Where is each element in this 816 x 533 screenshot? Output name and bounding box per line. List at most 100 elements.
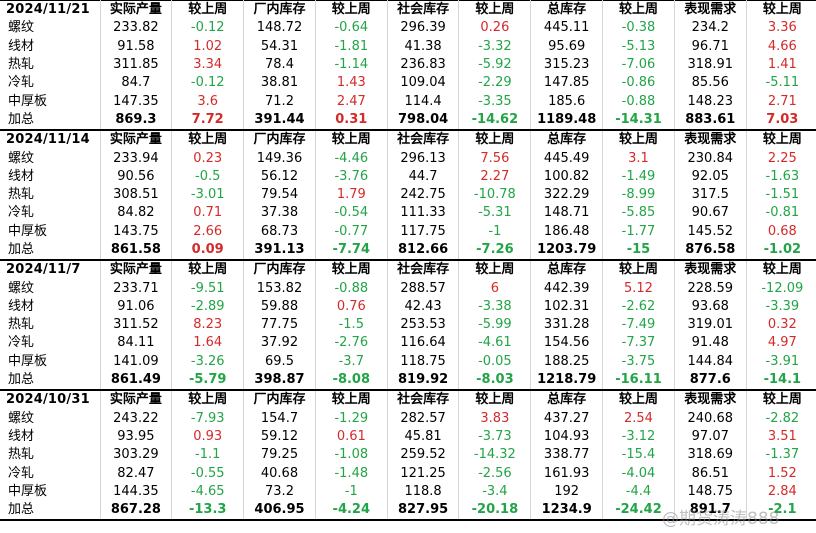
row-label: 中厚板: [0, 352, 101, 371]
change-cell: -9.51: [171, 279, 245, 298]
row-label: 线材: [0, 37, 101, 56]
block-header-row: 2024/11/21 实际产量 较上周 厂内库存 较上周 社会库存 较上周 总库存 较上周 表现需…: [0, 0, 816, 20]
change-cell: -1: [458, 222, 532, 241]
column-header: 表现需求: [674, 260, 747, 280]
change-cell: -1.63: [765, 168, 800, 184]
column-header: 较上周: [171, 390, 245, 410]
column-header: 表现需求: [674, 390, 747, 410]
value-cell: 111.33: [387, 204, 460, 223]
change-cell: -20.18: [458, 501, 532, 522]
value-cell: 148.23: [674, 92, 747, 111]
change-cell: -7.06: [602, 55, 675, 75]
row-label: 中厚板: [0, 482, 101, 502]
change-cell: -5.13: [602, 37, 675, 56]
value-cell: 296.39: [387, 19, 460, 38]
change-cell: -12.09: [761, 280, 804, 296]
row-label: 线材: [0, 167, 101, 186]
value-cell: 37.38: [243, 204, 316, 223]
value-cell: 230.84: [674, 149, 747, 168]
change-cell: -2.56: [458, 464, 532, 483]
value-cell: 68.73: [243, 222, 316, 241]
change-cell: -3.75: [602, 352, 675, 371]
table-row: 螺纹 233.82 -0.12 148.72 -0.64 296.39 0.26 445.11…: [0, 19, 816, 38]
change-cell: 2.54: [602, 409, 675, 428]
table-row: 中厚板 141.09 -3.26 69.5 -3.7 118.75 -0.05 188.25-…: [0, 352, 816, 371]
block-date: 2024/10/31: [0, 390, 101, 410]
change-cell: -3.76: [315, 167, 388, 186]
value-cell: 1203.79: [530, 240, 604, 262]
change-cell: 1.43: [315, 74, 388, 93]
change-cell: 2.47: [315, 92, 388, 111]
value-cell: 876.58: [674, 240, 747, 262]
total-row: 加总 867.28 -13.3 406.95 -4.24 827.95 -20.18 1234…: [0, 501, 816, 522]
value-cell: 311.52: [100, 316, 173, 335]
row-label: 冷轧: [0, 334, 101, 353]
change-cell: -3.38: [458, 297, 532, 317]
value-cell: 154.7: [243, 409, 316, 428]
change-cell: -0.81: [765, 205, 800, 221]
column-header: 较上周: [315, 130, 388, 150]
value-cell: 41.38: [387, 37, 460, 56]
change-cell: 5.12: [602, 279, 675, 298]
column-header: 总库存: [530, 390, 604, 410]
value-cell: 90.67: [674, 204, 747, 223]
change-cell: 0.71: [171, 204, 245, 223]
value-cell: 303.29: [100, 446, 173, 465]
change-cell: -2.76: [315, 334, 388, 353]
value-cell: 91.58: [100, 37, 173, 56]
change-cell: -0.05: [458, 352, 532, 371]
change-cell: 2.71: [767, 93, 797, 109]
value-cell: 1218.79: [530, 370, 604, 392]
block-date: 2024/11/21: [0, 0, 101, 20]
change-cell: 2.27: [458, 167, 532, 186]
change-cell: 2.25: [767, 150, 797, 166]
change-cell: 7.72: [171, 110, 245, 132]
block-header-row: 2024/10/31 实际产量 较上周 厂内库存 较上周 社会库存 较上周 总库存 较上周 表现需…: [0, 390, 816, 410]
value-cell: 296.13: [387, 149, 460, 168]
change-cell: 3.51: [767, 428, 797, 444]
column-header: 表现需求: [674, 0, 747, 20]
value-cell: 59.12: [243, 427, 316, 447]
row-label: 热轧: [0, 55, 101, 75]
value-cell: 40.68: [243, 464, 316, 483]
change-cell: -8.08: [315, 370, 388, 392]
change-cell: 1.79: [315, 185, 388, 205]
column-header: 较上周: [458, 390, 532, 410]
value-cell: 161.93: [530, 464, 604, 483]
change-cell: -1: [315, 482, 388, 502]
change-cell: 3.34: [171, 55, 245, 75]
row-label: 螺纹: [0, 19, 101, 38]
change-cell: -5.11: [765, 75, 800, 91]
row-label: 螺纹: [0, 279, 101, 298]
value-cell: 398.87: [243, 370, 316, 392]
value-cell: 861.58: [100, 240, 173, 262]
change-cell: -3.91: [765, 353, 800, 369]
block-header-row: 2024/11/7 实际产量 较上周 厂内库存 较上周 社会库存 较上周 总库存 较上周 表现需求…: [0, 260, 816, 280]
value-cell: 38.81: [243, 74, 316, 93]
value-cell: 45.81: [387, 427, 460, 447]
value-cell: 54.31: [243, 37, 316, 56]
column-header: 厂内库存: [243, 390, 316, 410]
value-cell: 84.7: [100, 74, 173, 93]
value-cell: 869.3: [100, 110, 173, 132]
change-cell: -0.12: [171, 74, 245, 93]
value-cell: 243.22: [100, 409, 173, 428]
change-cell: 3.83: [458, 409, 532, 428]
value-cell: 259.52: [387, 446, 460, 465]
value-cell: 322.29: [530, 185, 604, 205]
column-header: 厂内库存: [243, 0, 316, 20]
change-cell: -5.85: [602, 204, 675, 223]
block-date: 2024/11/14: [0, 130, 101, 150]
value-cell: 147.85: [530, 74, 604, 93]
change-cell: -1.02: [746, 240, 816, 262]
column-header: 总库存: [530, 130, 604, 150]
value-cell: 42.43: [387, 297, 460, 317]
value-cell: 109.04: [387, 74, 460, 93]
change-cell: -15.4: [602, 446, 675, 465]
value-cell: 102.31: [530, 297, 604, 317]
change-cell: -14.32: [458, 446, 532, 465]
column-header: 较上周: [762, 262, 802, 278]
change-cell: -7.26: [458, 240, 532, 262]
change-cell: -1.77: [602, 222, 675, 241]
change-cell: -5.99: [458, 316, 532, 335]
